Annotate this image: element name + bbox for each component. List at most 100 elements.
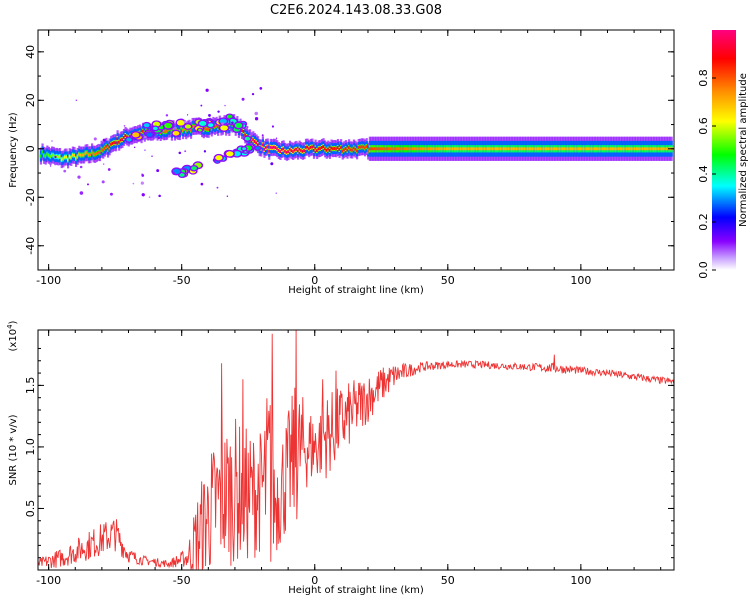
spectrogram-peak	[608, 147, 611, 151]
spectrogram-peak	[378, 147, 381, 151]
spectrogram-peak	[276, 147, 279, 151]
spectrogram-peak	[49, 155, 52, 159]
spectrogram-peak	[429, 147, 432, 151]
spectrogram-peak	[113, 141, 116, 145]
spectrogram-speck	[246, 125, 249, 129]
spectrogram-peak	[333, 147, 336, 150]
spectrogram-peak	[119, 138, 122, 142]
spectrogram-blob	[229, 118, 237, 125]
spectrogram-peak	[379, 147, 383, 151]
spectrogram-peak	[264, 145, 268, 149]
spectrogram-peak	[336, 146, 340, 149]
spectrogram-peak	[272, 145, 276, 149]
spectrogram-xtick-label: 50	[441, 274, 455, 287]
spectrogram-peak	[630, 147, 633, 151]
colorbar-tick-label: 0.4	[697, 165, 710, 183]
spectrogram-peak	[70, 156, 73, 159]
spectrogram-speck	[157, 136, 160, 140]
spectrogram-speck	[107, 168, 111, 171]
spectrogram-peak	[261, 143, 264, 147]
spectrogram-peak	[486, 147, 490, 151]
spectrogram-peak	[71, 153, 74, 157]
spectrogram-peak	[467, 147, 470, 151]
spectrogram-peak	[263, 147, 266, 151]
spectrogram-peak	[121, 138, 124, 142]
spectrogram-peak	[324, 147, 327, 151]
spectrogram-peak	[445, 147, 448, 151]
spectrogram-peak	[74, 157, 78, 160]
spectrogram-peak	[576, 147, 579, 151]
spectrogram-peak	[648, 147, 651, 151]
spectrogram-speck	[165, 114, 169, 117]
spectrogram-peak	[659, 147, 662, 151]
spectrogram-speck	[144, 149, 146, 151]
spectrogram-peak	[482, 147, 485, 151]
spectrogram-speck	[275, 137, 278, 139]
spectrogram-peak	[421, 147, 424, 151]
spectrogram-peak	[419, 147, 423, 151]
spectrogram-peak	[108, 145, 111, 149]
spectrogram-peak	[456, 147, 459, 151]
spectrogram-blob	[184, 124, 192, 129]
spectrogram-peak	[621, 147, 624, 151]
spectrogram-peak	[530, 147, 533, 151]
spectrogram-speck	[173, 128, 176, 131]
spectrogram-peak	[191, 124, 194, 128]
spectrogram-blob	[242, 147, 247, 151]
spectrogram-peak	[348, 146, 351, 150]
spectrogram-peak	[250, 140, 253, 144]
spectrogram-peak	[458, 147, 461, 151]
spectrogram-peak	[542, 147, 546, 151]
spectrogram-peak	[103, 146, 106, 150]
snr-ytick-label: 0.5	[24, 500, 37, 518]
spectrogram-peak	[367, 149, 370, 153]
spectrogram-peak	[311, 145, 314, 149]
spectrogram-peak	[244, 133, 247, 137]
spectrogram-blob	[146, 132, 153, 137]
spectrogram-speck	[156, 169, 160, 173]
spectrogram-peak	[78, 152, 81, 156]
spectrogram-blob	[255, 146, 261, 150]
spectrogram-peak	[352, 146, 356, 150]
spectrogram-peak	[552, 147, 555, 151]
spectrogram-peak	[415, 147, 418, 151]
spectrogram-speck	[183, 120, 187, 124]
spectrogram-speck	[275, 192, 277, 194]
spectrogram-peak	[90, 150, 94, 154]
colorbar-gradient	[712, 30, 736, 270]
spectrogram-peak	[494, 147, 498, 151]
spectrogram-peak	[434, 147, 437, 151]
spectrogram-peak	[162, 130, 166, 134]
spectrogram-speck	[251, 93, 255, 96]
spectrogram-peak	[386, 147, 389, 151]
spectrogram-peak	[483, 147, 486, 151]
spectrogram-peak	[65, 155, 68, 159]
spectrogram-peak	[525, 147, 528, 151]
spectrogram-peak	[582, 147, 585, 151]
spectrogram-peak	[306, 145, 309, 149]
spectrogram-peak	[343, 148, 346, 152]
spectrogram-peak	[172, 127, 175, 131]
spectrogram-peak	[539, 147, 542, 151]
spectrogram-peak	[389, 147, 392, 151]
spectrogram-blob	[215, 155, 223, 161]
spectrogram-peak	[359, 145, 362, 149]
spectrogram-peak	[47, 153, 51, 157]
spectrogram-peak	[330, 146, 333, 150]
spectrogram-peak	[300, 148, 303, 152]
spectrogram-peak	[295, 147, 298, 151]
spectrogram-peak	[290, 149, 293, 153]
spectrogram-peak	[435, 147, 439, 151]
spectrogram-peak	[301, 149, 304, 153]
spectrogram-xtick-label: 0	[311, 274, 318, 287]
spectrogram-peak	[448, 147, 451, 151]
spectrogram-peak	[410, 147, 413, 151]
snr-xtick-label: -100	[36, 574, 61, 587]
spectrogram-peak	[43, 153, 46, 157]
snr-marks	[38, 330, 674, 570]
spectrogram-peak	[665, 147, 668, 151]
spectrogram-speck	[217, 110, 220, 113]
spectrogram-peak	[440, 147, 443, 151]
spectrogram-peak	[205, 127, 209, 131]
spectrogram-peak	[207, 127, 210, 131]
